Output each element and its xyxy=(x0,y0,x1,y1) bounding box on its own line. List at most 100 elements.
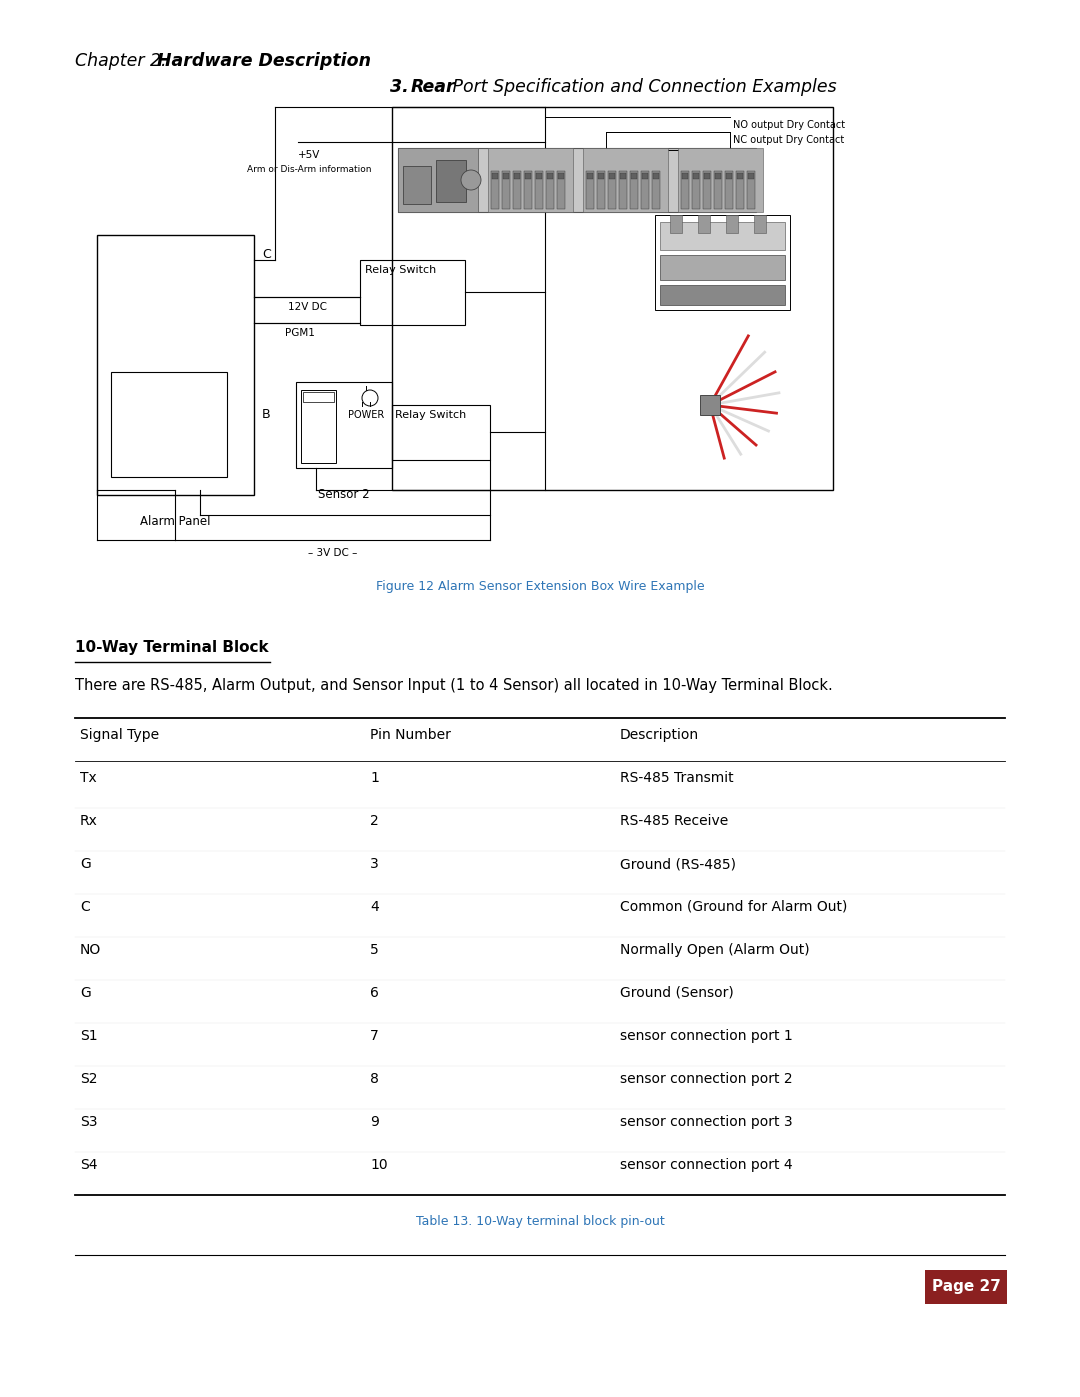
Text: sensor connection port 1: sensor connection port 1 xyxy=(620,1030,793,1044)
Text: Arm or Dis-Arm information: Arm or Dis-Arm information xyxy=(247,165,372,175)
Text: Normally Open (Alarm Out): Normally Open (Alarm Out) xyxy=(620,943,810,957)
Text: Relay Switch: Relay Switch xyxy=(395,409,467,420)
Text: 9: 9 xyxy=(370,1115,379,1129)
Text: Page 27: Page 27 xyxy=(932,1280,1000,1295)
Bar xyxy=(598,173,604,179)
Bar xyxy=(737,173,743,179)
Text: S1: S1 xyxy=(80,1030,97,1044)
Bar xyxy=(514,173,519,179)
Bar xyxy=(670,215,681,233)
Text: Table 13. 10-Way terminal block pin-out: Table 13. 10-Way terminal block pin-out xyxy=(416,1215,664,1228)
Bar xyxy=(693,173,699,179)
Bar xyxy=(642,170,649,210)
Text: There are RS-485, Alarm Output, and Sensor Input (1 to 4 Sensor) all located in : There are RS-485, Alarm Output, and Sens… xyxy=(75,678,833,693)
Bar xyxy=(296,381,392,468)
Bar xyxy=(502,170,510,210)
Bar xyxy=(586,170,594,210)
Bar xyxy=(703,170,711,210)
Bar xyxy=(546,173,553,179)
Bar xyxy=(704,173,710,179)
Text: Hardware Description: Hardware Description xyxy=(157,52,372,70)
Text: sensor connection port 3: sensor connection port 3 xyxy=(620,1115,793,1129)
Bar xyxy=(111,372,227,476)
Bar xyxy=(492,173,498,179)
Bar xyxy=(513,170,521,210)
Text: NO output Dry Contact: NO output Dry Contact xyxy=(733,120,846,130)
Bar xyxy=(491,170,499,210)
Bar xyxy=(619,170,627,210)
Bar xyxy=(436,161,465,203)
Text: G: G xyxy=(80,856,91,870)
Bar xyxy=(558,173,564,179)
Text: Ground (RS-485): Ground (RS-485) xyxy=(620,856,735,870)
Text: Ground (Sensor): Ground (Sensor) xyxy=(620,986,733,1000)
Text: 12V DC: 12V DC xyxy=(288,302,327,312)
Text: 10-Way Terminal Block: 10-Way Terminal Block xyxy=(75,640,269,655)
Text: 10: 10 xyxy=(370,1158,388,1172)
Bar xyxy=(303,393,334,402)
Bar xyxy=(747,170,755,210)
Bar xyxy=(654,215,789,310)
Bar xyxy=(660,285,785,305)
Bar xyxy=(653,173,659,179)
Bar xyxy=(503,173,509,179)
Bar xyxy=(678,148,762,212)
Bar xyxy=(725,170,733,210)
Text: 5: 5 xyxy=(370,943,379,957)
Bar xyxy=(524,170,532,210)
Text: sensor connection port 2: sensor connection port 2 xyxy=(620,1071,793,1085)
Bar xyxy=(700,395,720,415)
Bar xyxy=(97,235,254,495)
Bar xyxy=(588,173,593,179)
Text: Pin Number: Pin Number xyxy=(370,728,450,742)
Bar xyxy=(642,173,648,179)
Text: 3: 3 xyxy=(370,856,379,870)
Bar xyxy=(754,215,766,233)
Bar xyxy=(620,173,626,179)
Bar xyxy=(630,170,638,210)
Bar xyxy=(546,170,554,210)
Text: +5V: +5V xyxy=(298,149,321,161)
Bar xyxy=(535,170,543,210)
Text: Signal Type: Signal Type xyxy=(80,728,159,742)
Text: S2: S2 xyxy=(80,1071,97,1085)
Bar xyxy=(606,131,730,149)
Bar xyxy=(525,173,531,179)
Text: Relay Switch: Relay Switch xyxy=(365,265,436,275)
Text: Alarm Panel: Alarm Panel xyxy=(140,515,211,528)
Text: 3.: 3. xyxy=(390,78,415,96)
Text: Figure 12 Alarm Sensor Extension Box Wire Example: Figure 12 Alarm Sensor Extension Box Wir… xyxy=(376,580,704,592)
Text: G: G xyxy=(80,986,91,1000)
Text: PGM1: PGM1 xyxy=(285,328,315,338)
Bar xyxy=(660,222,785,250)
Bar xyxy=(924,1270,1007,1303)
Text: Chapter 2.: Chapter 2. xyxy=(75,52,172,70)
Text: 7: 7 xyxy=(370,1030,379,1044)
Text: Description: Description xyxy=(620,728,699,742)
Text: 4: 4 xyxy=(370,900,379,914)
Bar xyxy=(692,170,700,210)
Bar xyxy=(301,390,336,462)
Text: 6: 6 xyxy=(370,986,379,1000)
Text: Port Specification and Connection Examples: Port Specification and Connection Exampl… xyxy=(447,78,837,96)
Text: 1: 1 xyxy=(370,771,379,785)
Text: C: C xyxy=(80,900,90,914)
Bar xyxy=(715,173,721,179)
Bar xyxy=(726,215,738,233)
Bar xyxy=(748,173,754,179)
Bar xyxy=(726,173,732,179)
Bar xyxy=(536,173,542,179)
Bar xyxy=(735,170,744,210)
Text: NC output Dry Contact: NC output Dry Contact xyxy=(733,136,845,145)
Bar xyxy=(488,148,573,212)
Bar xyxy=(609,173,615,179)
Bar xyxy=(681,170,689,210)
Bar xyxy=(403,166,431,204)
Text: – 3V DC –: – 3V DC – xyxy=(308,548,357,557)
Bar xyxy=(608,170,616,210)
Bar xyxy=(392,108,833,490)
Text: Rx: Rx xyxy=(80,814,98,828)
Text: RS-485 Receive: RS-485 Receive xyxy=(620,814,728,828)
Bar xyxy=(583,148,669,212)
Text: NO: NO xyxy=(80,943,102,957)
